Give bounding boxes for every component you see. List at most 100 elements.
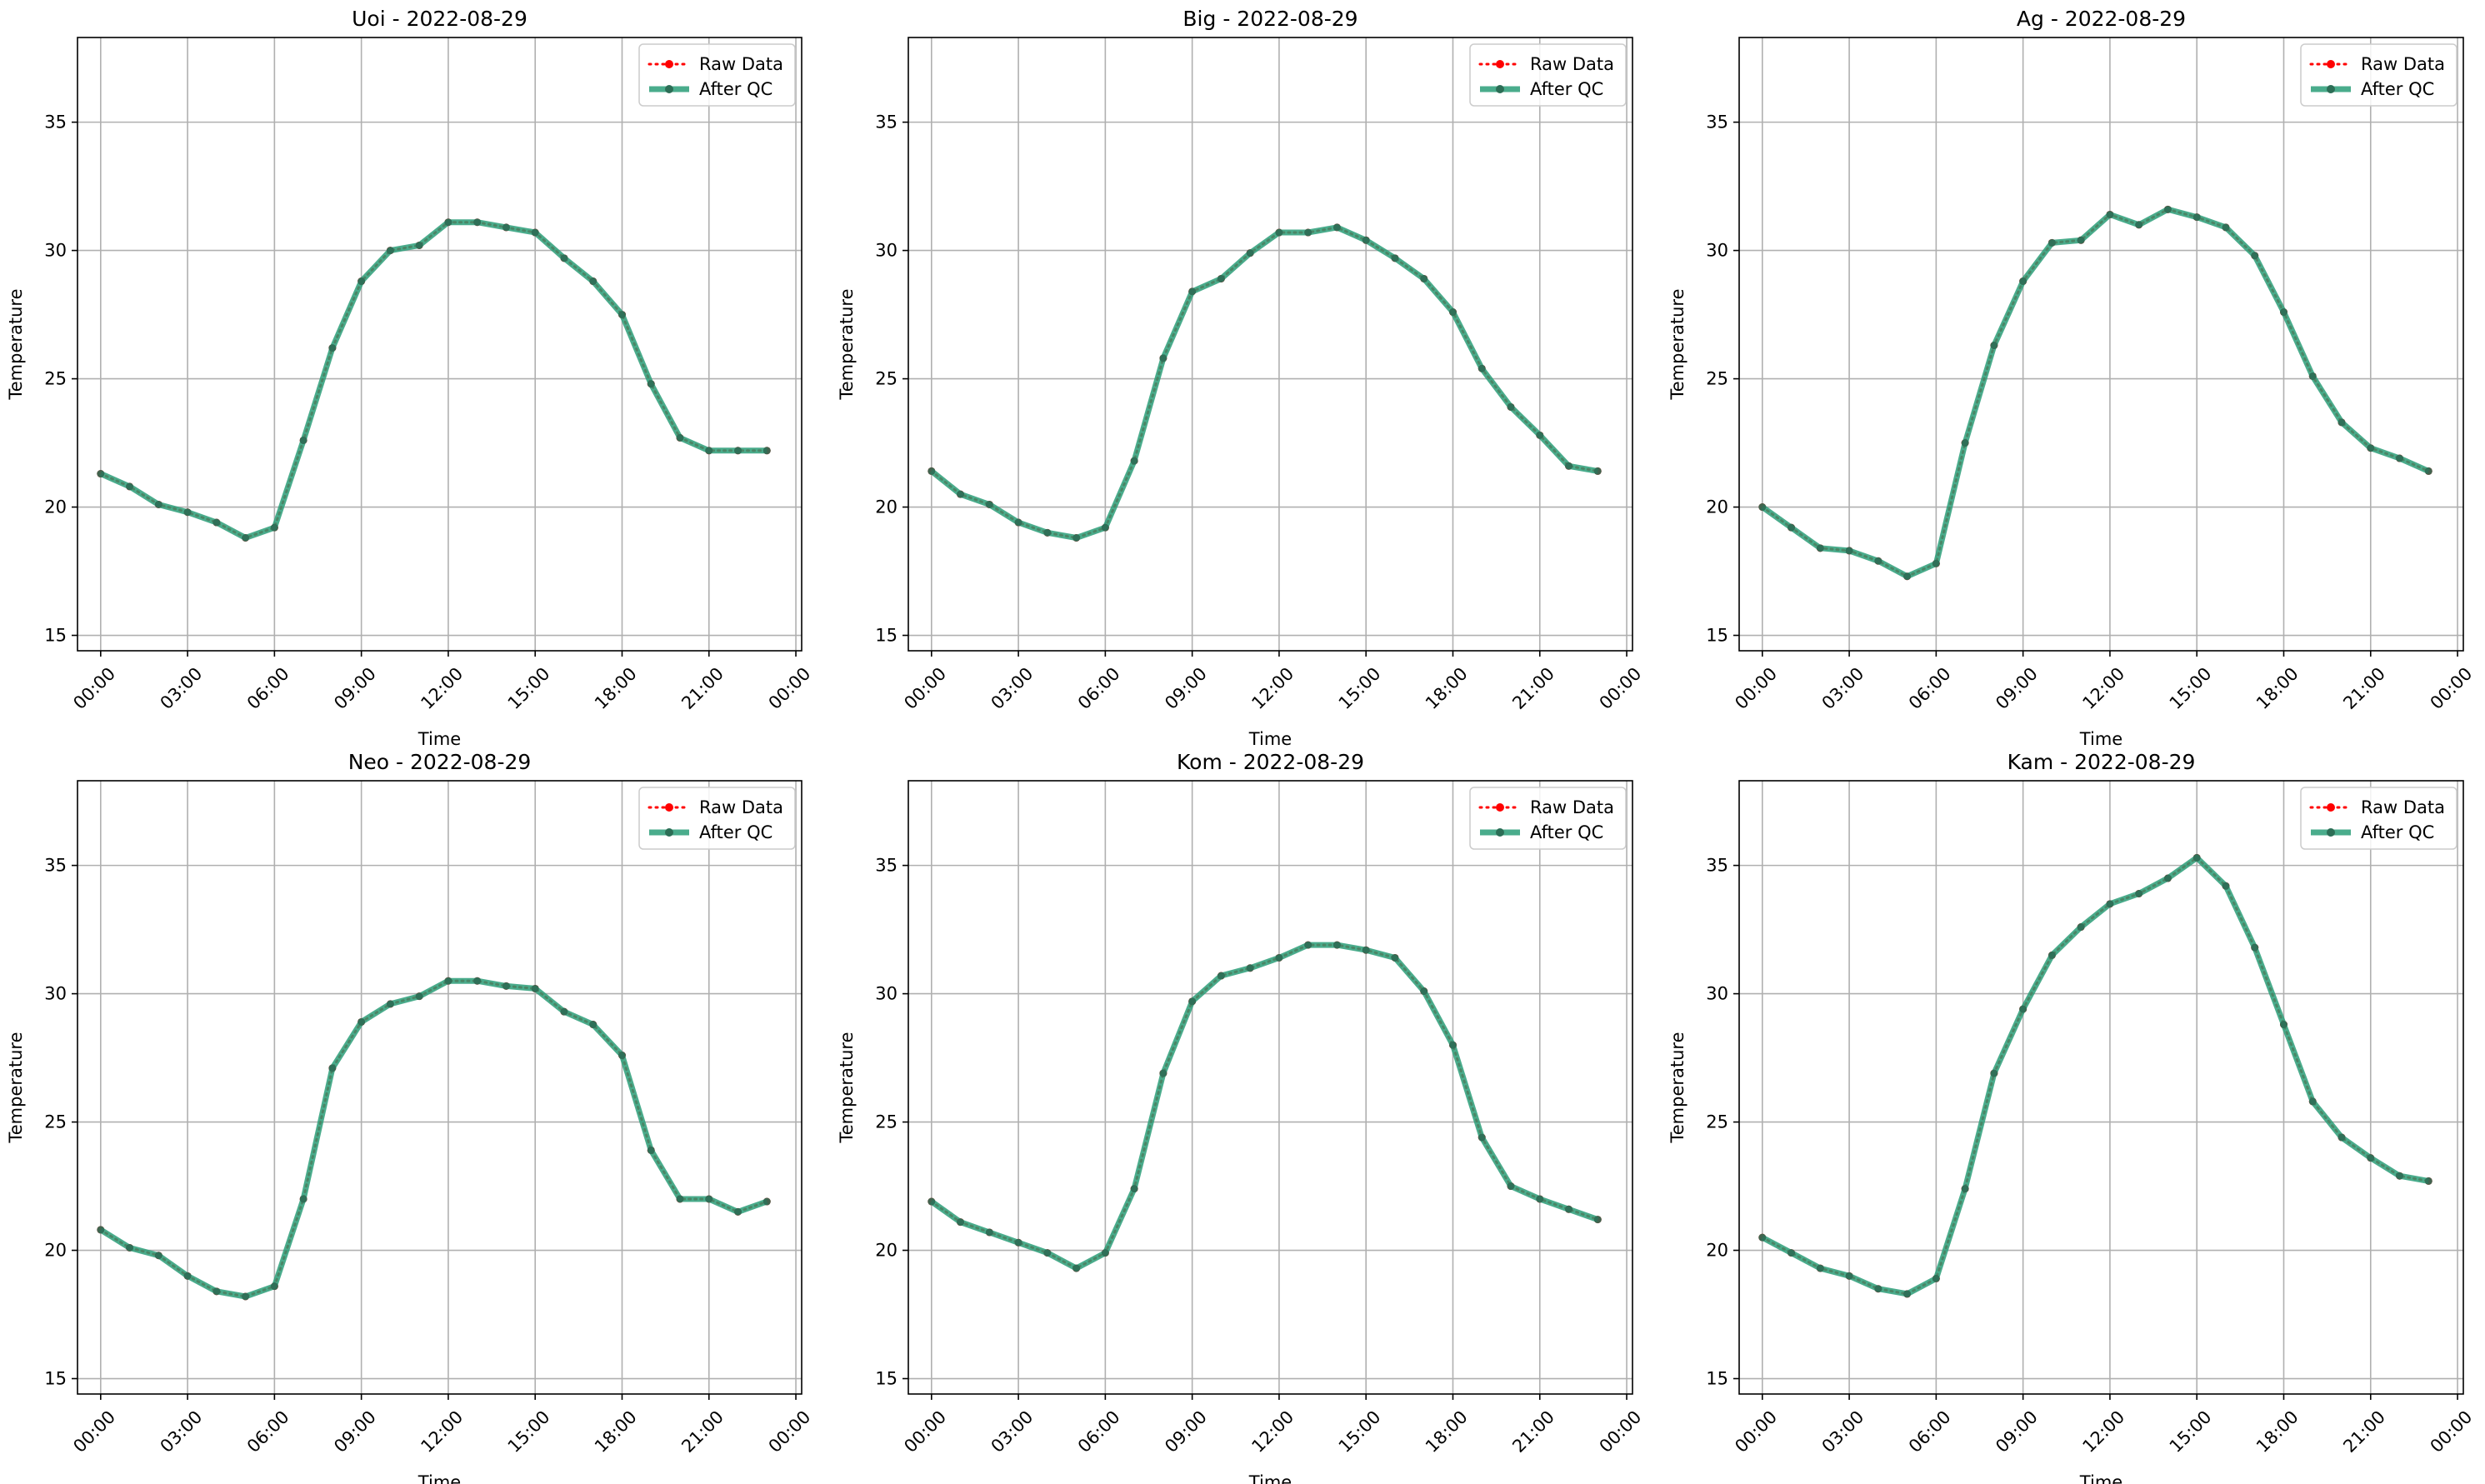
after-qc-point	[734, 447, 742, 455]
after-qc-point	[386, 1000, 394, 1008]
x-tick-label: 03:00	[988, 663, 1038, 713]
after-qc-point	[126, 482, 134, 491]
y-tick-label: 30	[44, 241, 67, 261]
x-tick-label: 06:00	[243, 1407, 293, 1457]
y-tick-label: 20	[44, 1241, 67, 1261]
legend-qc-marker	[1496, 828, 1504, 837]
raw-data-line	[99, 979, 768, 1298]
x-tick-label: 21:00	[2339, 663, 2389, 713]
y-tick-label: 35	[875, 856, 898, 876]
y-tick-label: 20	[1706, 1241, 1728, 1261]
after-qc-point	[1101, 1249, 1109, 1257]
legend-raw-marker	[2327, 803, 2335, 812]
after-qc-point	[618, 311, 626, 319]
after-qc-point	[618, 1052, 626, 1060]
after-qc-point	[2424, 1177, 2432, 1185]
after-qc-point	[2106, 900, 2114, 908]
y-tick-label: 15	[44, 626, 67, 646]
legend-qc-label: After QC	[699, 822, 772, 842]
legend-raw-marker	[1496, 60, 1504, 68]
after-qc-point	[2192, 853, 2201, 862]
x-tick-label: 00:00	[1731, 1407, 1781, 1457]
x-tick-label: 09:00	[330, 663, 380, 713]
x-tick-label: 18:00	[1422, 1407, 1472, 1457]
after-qc-point	[1565, 462, 1573, 470]
axes-frame	[1738, 780, 2464, 1395]
after-qc-point	[183, 1272, 192, 1280]
x-tick-label: 00:00	[2427, 1407, 2477, 1457]
y-tick-label: 25	[875, 369, 898, 389]
x-tick-label: 21:00	[2339, 1407, 2389, 1457]
y-tick-label: 25	[1706, 1112, 1728, 1132]
after-qc-point	[1932, 559, 1940, 567]
after-qc-point	[2396, 1172, 2404, 1180]
x-tick-label: 06:00	[1905, 1407, 1955, 1457]
x-tick-label: 06:00	[1074, 663, 1124, 713]
after-qc-point	[473, 977, 482, 985]
after-qc-point	[2308, 372, 2317, 380]
after-qc-point	[985, 1228, 993, 1237]
after-qc-point	[1448, 1041, 1457, 1049]
after-qc-point	[1217, 274, 1225, 282]
x-tick-label: 06:00	[243, 663, 293, 713]
after-qc-point	[1159, 354, 1168, 362]
after-qc-point	[444, 218, 452, 227]
legend-qc-marker	[1496, 85, 1504, 93]
legend-raw-marker	[2327, 60, 2335, 68]
after-qc-point	[1478, 1133, 1486, 1142]
after-qc-point	[2251, 943, 2259, 952]
after-qc-point	[1362, 946, 1370, 954]
after-qc-point	[502, 982, 510, 990]
after-qc-point	[1507, 1182, 1515, 1191]
x-tick-label: 15:00	[504, 663, 554, 713]
legend-raw-label: Raw Data	[1530, 54, 1614, 74]
after-qc-point	[1788, 1249, 1796, 1257]
after-qc-point	[2251, 252, 2259, 260]
after-qc-point	[97, 470, 105, 478]
raw-data-line	[99, 221, 768, 540]
chart-panel-4: 15 20 25 30 35 00:00 03:00 06:00 09:00 12:00 15:00…	[837, 750, 1645, 1484]
x-tick-label: 12:00	[417, 1407, 467, 1457]
after-qc-point	[1448, 308, 1457, 317]
after-qc-point	[299, 436, 308, 444]
after-qc-point	[1332, 941, 1341, 949]
after-qc-point	[270, 1282, 278, 1291]
after-qc-point	[1932, 1274, 1940, 1282]
chart-panel-2: 15 20 25 30 35 00:00 03:00 06:00 09:00 12:00 15:00…	[1668, 7, 2476, 749]
x-tick-label: 15:00	[2166, 1407, 2216, 1457]
after-qc-point	[2163, 205, 2172, 213]
y-tick-label: 30	[44, 984, 67, 1004]
raw-data-line	[1761, 856, 2430, 1296]
after-qc-point	[2222, 882, 2230, 890]
y-tick-label: 15	[1706, 1369, 1728, 1389]
y-axis-label: Temperature	[6, 1032, 26, 1143]
after-qc-point	[2338, 418, 2346, 427]
after-qc-point	[242, 534, 250, 542]
after-qc-point	[2048, 238, 2056, 247]
legend-qc-label: After QC	[2361, 79, 2434, 99]
x-tick-label: 15:00	[504, 1407, 554, 1457]
x-tick-label: 03:00	[157, 663, 207, 713]
y-axis-label: Temperature	[1668, 1032, 1688, 1143]
x-tick-label: 12:00	[417, 663, 467, 713]
x-tick-label: 21:00	[678, 663, 728, 713]
after-qc-point	[1536, 431, 1544, 439]
after-qc-point	[212, 518, 221, 527]
after-qc-line	[929, 942, 1599, 1272]
after-qc-point	[415, 241, 423, 249]
after-qc-point	[242, 1292, 250, 1301]
after-qc-point	[126, 1243, 134, 1252]
after-qc-point	[1275, 228, 1283, 237]
after-qc-point	[1246, 249, 1254, 257]
after-qc-point	[1332, 223, 1341, 232]
after-qc-point	[1014, 1238, 1022, 1247]
x-tick-label: 12:00	[1248, 663, 1298, 713]
after-qc-point	[1130, 1185, 1138, 1193]
legend-raw-label: Raw Data	[1530, 797, 1614, 817]
y-tick-label: 25	[875, 1112, 898, 1132]
after-qc-point	[705, 1195, 713, 1203]
after-qc-point	[1130, 457, 1138, 465]
after-qc-point	[97, 1226, 105, 1234]
axes-frame	[1738, 37, 2464, 652]
y-tick-label: 30	[1706, 984, 1728, 1004]
